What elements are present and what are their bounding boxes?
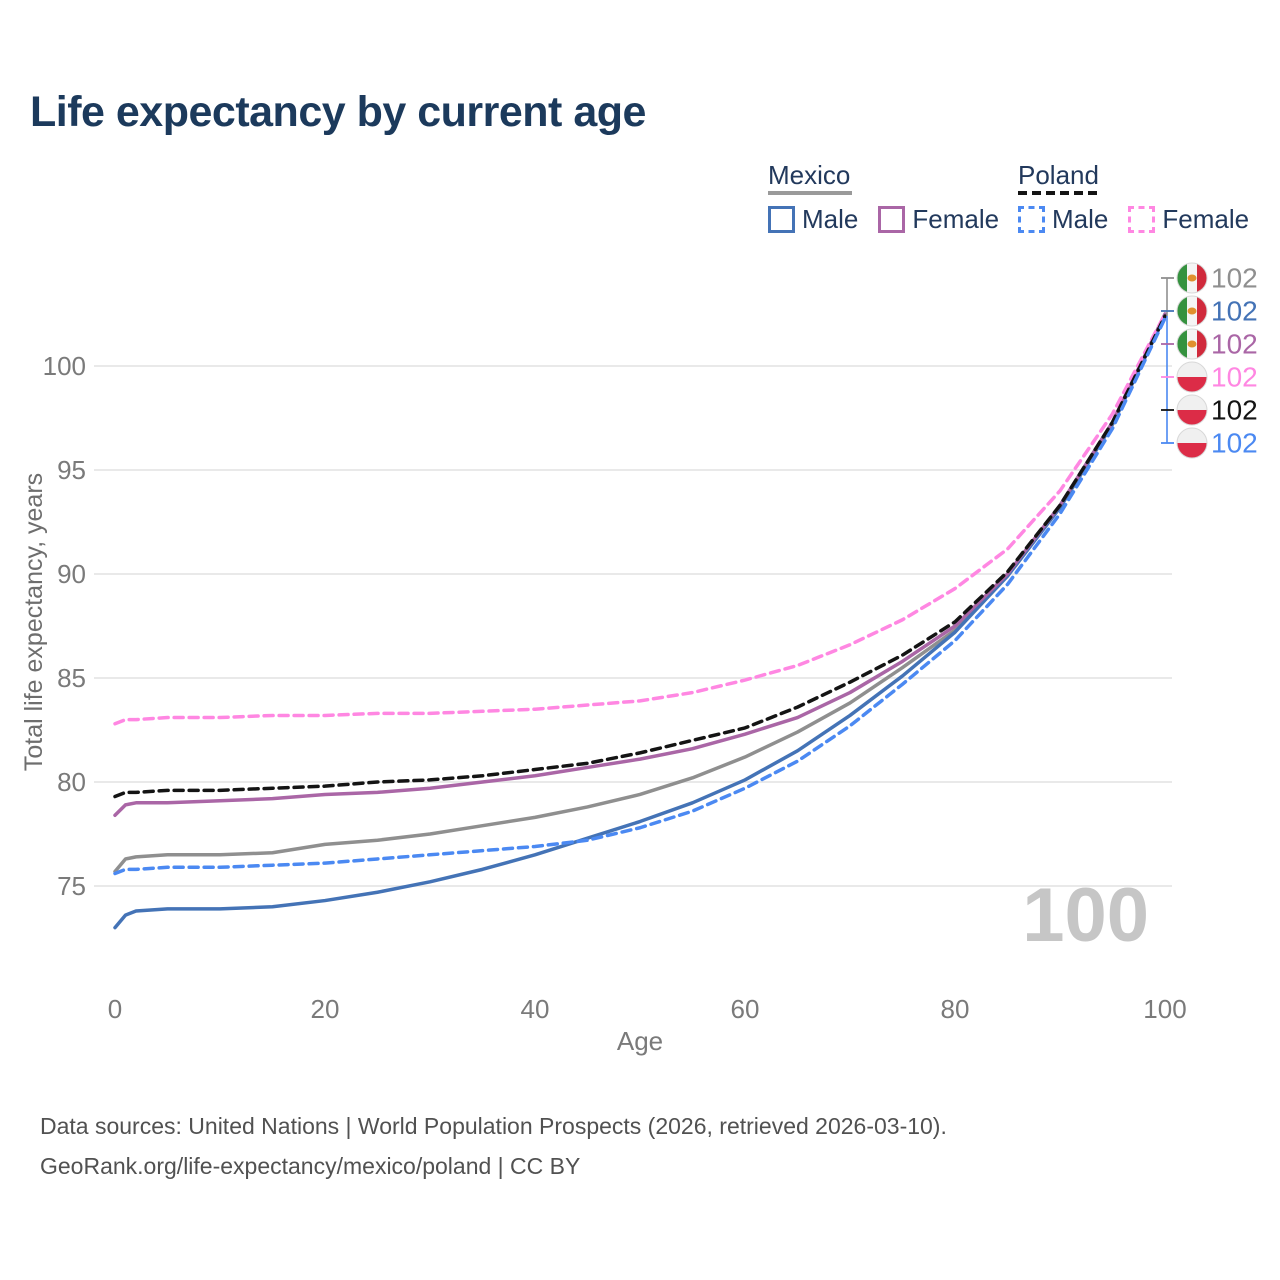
y-tick-label: 90 <box>57 559 86 589</box>
end-value-label-poland: 102 <box>1211 395 1258 426</box>
end-value-label-mexico: 102 <box>1211 263 1258 294</box>
series-line-mexico-male <box>113 314 1167 930</box>
flag-ring <box>1176 427 1208 459</box>
legend-group-mexico: Mexico Male Female <box>768 161 999 235</box>
end-value-label-mexico-female: 102 <box>1211 329 1258 360</box>
series-line-poland-female <box>113 312 1167 726</box>
end-value-label-mexico-male: 102 <box>1211 296 1258 327</box>
series-line-poland-male <box>113 316 1167 876</box>
legend-line-sample-poland <box>1018 191 1102 195</box>
legend-item-poland-male[interactable]: Male <box>1018 204 1108 235</box>
poland-flag-icon <box>1177 362 1207 392</box>
legend-group-poland: Poland Male Female <box>1018 161 1249 235</box>
flag-ring <box>1176 328 1208 360</box>
legend-country-mexico: Mexico <box>768 160 851 190</box>
x-tick-label: 40 <box>521 994 550 1024</box>
legend-item-label: Female <box>912 204 1000 234</box>
x-tick-label: 60 <box>731 994 760 1024</box>
poland-flag-icon <box>1177 428 1207 458</box>
y-tick-label: 75 <box>57 871 86 901</box>
legend-item-label: Male <box>1052 204 1109 234</box>
mexico-male-swatch-icon <box>768 206 795 233</box>
y-tick-label: 85 <box>57 663 86 693</box>
mexico-flag-icon <box>1177 296 1207 326</box>
y-tick-label: 100 <box>43 351 86 381</box>
legend-item-label: Male <box>802 204 859 234</box>
poland-flag-icon <box>1177 395 1207 425</box>
mexico-flag-icon <box>1177 329 1207 359</box>
y-tick-label: 95 <box>57 455 86 485</box>
y-tick-label: 80 <box>57 767 86 797</box>
legend-item-mexico-male[interactable]: Male <box>768 204 858 235</box>
x-tick-label: 0 <box>108 994 122 1024</box>
x-axis-title: Age <box>617 1026 663 1056</box>
footer-attribution: GeoRank.org/life-expectancy/mexico/polan… <box>40 1153 581 1179</box>
x-tick-label: 80 <box>941 994 970 1024</box>
legend-item-poland-female[interactable]: Female <box>1128 204 1249 235</box>
flag-ring <box>1176 394 1208 426</box>
flag-ring <box>1176 262 1208 294</box>
series-line-mexico-female <box>113 312 1167 818</box>
mexico-female-swatch-icon <box>878 206 906 233</box>
flag-ring <box>1176 295 1208 327</box>
end-value-label-poland-female: 102 <box>1211 362 1258 393</box>
page-title: Life expectancy by current age <box>30 88 646 136</box>
footer-data-sources: Data sources: United Nations | World Pop… <box>40 1113 947 1139</box>
series-line-poland-total <box>113 314 1167 799</box>
legend-country-poland: Poland <box>1018 160 1099 190</box>
legend: Mexico Male Female Poland Male <box>0 161 1280 241</box>
x-tick-label: 20 <box>311 994 340 1024</box>
legend-item-mexico-female[interactable]: Female <box>878 204 999 235</box>
mexico-flag-icon <box>1177 263 1207 293</box>
y-axis-title: Total life expectancy, years <box>20 473 48 771</box>
legend-line-sample-mexico <box>768 191 852 195</box>
poland-female-swatch-icon <box>1128 206 1156 233</box>
poland-male-swatch-icon <box>1018 206 1045 233</box>
footer: Data sources: United Nations | World Pop… <box>40 1106 947 1186</box>
flag-ring <box>1176 361 1208 393</box>
legend-item-label: Female <box>1162 204 1250 234</box>
age-frame-watermark: 100 <box>1022 873 1149 958</box>
x-tick-label: 100 <box>1143 994 1186 1024</box>
end-value-label-poland-male: 102 <box>1211 428 1258 459</box>
